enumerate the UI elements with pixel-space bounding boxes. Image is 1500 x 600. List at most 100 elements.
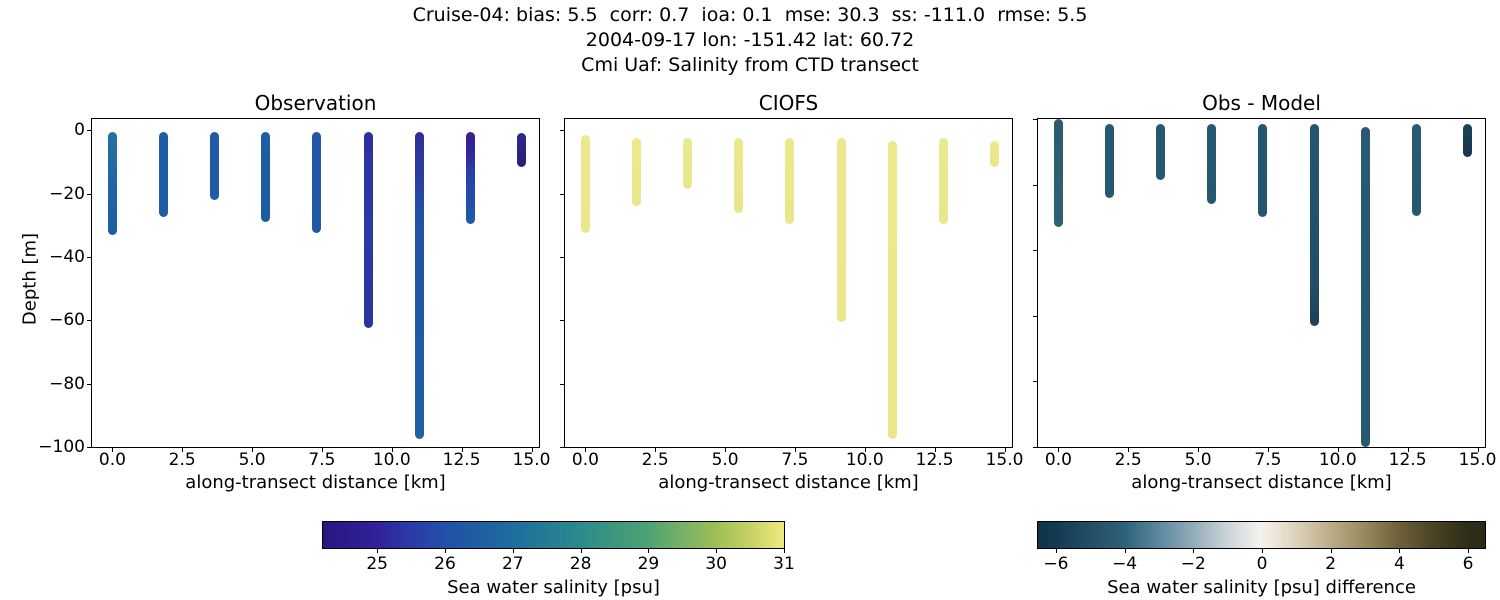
x-tick-mark: [1058, 447, 1060, 452]
x-tick-label: 5.0: [711, 450, 739, 470]
colorbar-tick-label: 4: [1393, 554, 1405, 574]
y-tick-mark: [560, 383, 565, 385]
y-tick-mark: [87, 383, 92, 385]
x-tick-label: 15.0: [985, 450, 1024, 470]
y-tick-label: −20: [49, 183, 85, 204]
y-tick-mark: [87, 130, 92, 132]
x-tick-label: 7.5: [1254, 450, 1282, 470]
y-tick-mark: [560, 320, 565, 322]
data-bar: [414, 131, 424, 440]
data-bar: [580, 134, 590, 233]
data-bar: [516, 133, 526, 167]
x-tick-mark: [1407, 447, 1409, 452]
colorbar-difference-strip: [1037, 521, 1486, 549]
x-tick-mark: [461, 447, 463, 452]
x-tick-mark: [1128, 447, 1130, 452]
y-tick-mark: [1033, 315, 1038, 317]
data-bar: [683, 138, 693, 189]
panel-ciofs: CIOFS along-transect distance [km] 0.0 2.…: [560, 84, 1023, 493]
data-bar: [465, 131, 475, 224]
x-tick-mark: [585, 447, 587, 452]
x-tick-mark: [112, 447, 114, 452]
figure-suptitle: Cruise-04: bias: 5.5 corr: 0.7 ioa: 0.1 …: [0, 3, 1500, 78]
colorbar-difference-label: Sea water salinity [psu] difference: [1107, 577, 1416, 598]
plot-area: [560, 118, 1013, 452]
colorbar-tick-label: 26: [434, 554, 456, 574]
data-bar: [785, 138, 795, 224]
y-tick-label: −60: [49, 310, 85, 331]
data-bar: [1156, 123, 1166, 180]
colorbar-tick-mark: [1399, 548, 1401, 553]
colorbar-tick-mark: [1262, 548, 1263, 553]
colorbar-tick-mark: [445, 548, 446, 553]
x-axis-label: along-transect distance [km]: [185, 472, 446, 493]
panel-title: Observation: [254, 91, 377, 115]
colorbar-tick-label: −2: [1180, 554, 1206, 574]
data-bar: [1360, 127, 1370, 447]
y-tick-mark: [1033, 447, 1038, 448]
x-tick-label: 5.0: [238, 450, 266, 470]
data-bar: [210, 131, 220, 200]
data-bar: [363, 131, 373, 329]
x-tick-mark: [1004, 447, 1006, 452]
colorbar-tick-label: 6: [1462, 554, 1474, 574]
colorbar-tick-mark: [377, 548, 379, 553]
colorbar-salinity-strip: [322, 521, 785, 549]
x-tick-label: 2.5: [641, 450, 669, 470]
y-tick-mark: [560, 130, 565, 132]
panel-obs-minus-model: Obs - Model along-transect distance [km]…: [1033, 84, 1496, 493]
x-tick-label: 7.5: [308, 450, 336, 470]
data-bar: [938, 138, 948, 224]
x-tick-label: 5.0: [1184, 450, 1212, 470]
x-tick-mark: [1337, 447, 1339, 452]
data-bar: [1105, 123, 1115, 198]
y-tick-label: −40: [49, 246, 85, 267]
data-bar: [632, 138, 642, 207]
data-bar: [1411, 123, 1421, 216]
x-tick-label: 2.5: [168, 450, 196, 470]
y-tick-mark: [87, 320, 92, 322]
colorbar-tick-mark: [716, 548, 718, 553]
colorbar-tick-mark: [1468, 548, 1470, 553]
panel-title: CIOFS: [758, 91, 819, 115]
data-bar: [887, 141, 897, 440]
colorbar-tick-label: 27: [501, 554, 524, 574]
x-tick-mark: [391, 447, 393, 452]
x-tick-label: 0.0: [98, 450, 126, 470]
x-tick-label: 7.5: [781, 450, 809, 470]
colorbar-tick-mark: [1193, 548, 1195, 553]
suptitle-stats-line: Cruise-04: bias: 5.5 corr: 0.7 ioa: 0.1 …: [412, 4, 1088, 26]
y-tick-mark: [560, 447, 565, 448]
x-tick-mark: [182, 447, 184, 452]
x-tick-label: 12.5: [1388, 450, 1427, 470]
x-tick-mark: [531, 447, 533, 452]
data-bar: [107, 131, 117, 235]
panel-observation: Observation 0 −20 −40 −60 −80 −100 along-tran…: [38, 84, 550, 493]
y-tick-mark: [560, 256, 565, 258]
x-tick-label: 12.5: [442, 450, 481, 470]
x-tick-mark: [794, 447, 796, 452]
x-tick-mark: [252, 447, 254, 452]
x-tick-mark: [864, 447, 866, 452]
colorbar-tick-label: −6: [1043, 554, 1069, 574]
x-tick-label: 10.0: [845, 450, 884, 470]
y-tick-label: −100: [38, 437, 85, 457]
data-bar: [261, 131, 271, 222]
x-tick-label: 2.5: [1114, 450, 1142, 470]
colorbar-tick-mark: [512, 548, 514, 553]
y-tick-mark: [1033, 250, 1038, 252]
x-tick-label: 0.0: [1044, 450, 1072, 470]
x-tick-label: 15.0: [512, 450, 551, 470]
colorbar-salinity: Sea water salinity [psu] 25 26 27 28 29 30 31: [322, 521, 795, 598]
plot-area: 0 −20 −40 −60 −80 −100: [38, 118, 540, 457]
x-tick-mark: [1267, 447, 1269, 452]
data-bar: [1053, 119, 1063, 228]
x-tick-mark: [655, 447, 657, 452]
x-tick-label: 0.0: [571, 450, 599, 470]
colorbar-tick-mark: [784, 548, 785, 553]
colorbar-tick-mark: [1330, 548, 1332, 553]
x-tick-label: 10.0: [1318, 450, 1357, 470]
y-tick-mark: [1033, 381, 1038, 383]
x-tick-label: 15.0: [1458, 450, 1497, 470]
